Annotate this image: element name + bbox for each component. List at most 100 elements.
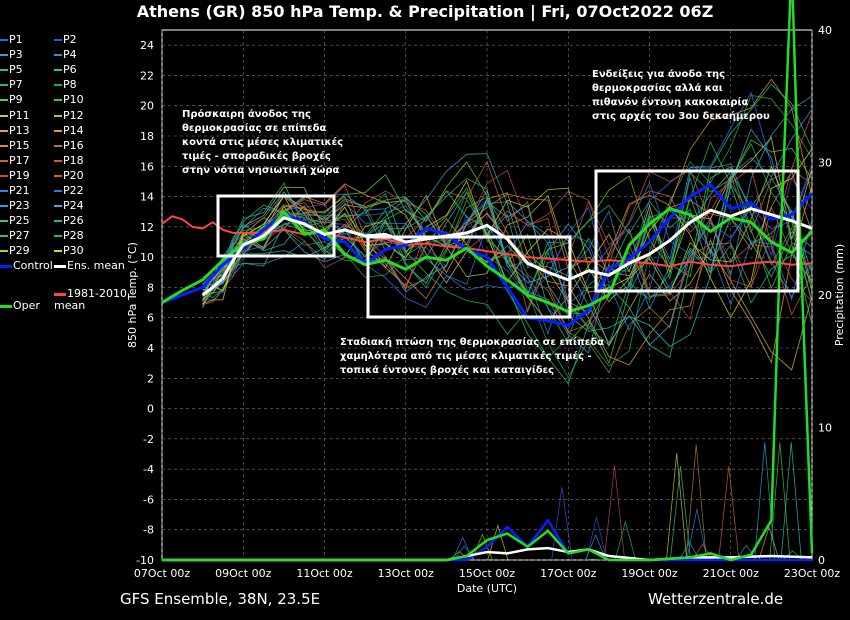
legend-item-p30: P30	[54, 245, 84, 257]
legend-label: P21	[9, 184, 30, 197]
member-precip	[666, 452, 688, 561]
legend-item-p22: P22	[54, 185, 84, 197]
member-precip	[780, 442, 802, 561]
x-tick-label: 23Oct 00z	[784, 567, 841, 580]
legend-item-p16: P16	[54, 139, 84, 152]
y-axis-label: 850 hPa Temp. (°C)	[126, 242, 139, 348]
legend-label: P23	[9, 199, 30, 213]
member-precip	[487, 524, 509, 561]
legend-swatch	[0, 99, 8, 102]
legend-label: P8	[63, 78, 77, 92]
y-tick-label: 24	[140, 39, 154, 52]
legend-label: Oper	[13, 299, 40, 312]
legend-item-p25: P25	[0, 215, 30, 227]
legend-item-p1: P1	[0, 34, 23, 46]
legend-label: P18	[63, 153, 84, 167]
y2-tick-label: 40	[818, 24, 832, 37]
x-tick-label: 11Oct 00z	[296, 567, 353, 580]
member-precip	[669, 466, 692, 561]
legend-item-p9: P9	[0, 94, 23, 106]
y2-tick-label: 30	[818, 157, 832, 170]
member-precip	[603, 465, 626, 561]
legend-item-ens-mean: Ens. mean	[54, 260, 125, 272]
member-line	[202, 78, 813, 314]
y2-tick-label: 10	[818, 422, 832, 435]
y-tick-label: -6	[143, 493, 154, 506]
legend-label: P1	[9, 33, 23, 46]
y-tick-label: 22	[140, 69, 154, 82]
legend-swatch	[0, 220, 8, 223]
legend-item-p26: P26	[54, 215, 84, 227]
legend-label: 1981-2010 mean	[54, 287, 127, 312]
y2-axis-label: Precipitation (mm)	[833, 244, 846, 346]
control-line	[161, 182, 814, 327]
legend-item-p14: P14	[54, 124, 84, 137]
legend-item-p8: P8	[54, 79, 77, 91]
legend-swatch	[54, 99, 62, 102]
legend-item-p7: P7	[0, 79, 23, 91]
legend-item-p13: P13	[0, 124, 30, 137]
member-precip	[758, 525, 780, 561]
y-tick-label: 8	[147, 281, 154, 294]
y-tick-label: 6	[147, 312, 154, 325]
legend-swatch	[54, 264, 66, 268]
legend-item-p6: P6	[54, 64, 77, 76]
legend-item-p2: P2	[54, 34, 77, 46]
legend-item-p15: P15	[0, 139, 30, 152]
legend-swatch	[0, 84, 8, 87]
legend-swatch	[0, 114, 8, 117]
legend-swatch	[54, 205, 62, 208]
member-line	[202, 142, 813, 346]
legend-item-p24: P24	[54, 200, 84, 212]
legend-label: P5	[9, 63, 23, 77]
legend-label: P11	[9, 108, 30, 122]
y-tick-label: 4	[147, 342, 154, 355]
legend-label: Control	[13, 259, 53, 272]
legend-item-p18: P18	[54, 153, 84, 167]
legend-item-oper: Oper	[0, 300, 40, 312]
highlight-box	[594, 169, 800, 293]
legend-swatch	[0, 264, 12, 268]
y2-tick-label: 20	[818, 289, 832, 302]
legend-swatch	[0, 39, 8, 41]
member-precip	[678, 540, 700, 561]
legend-item-p12: P12	[54, 109, 84, 122]
legend-item-clim-mean: 1981-2010 mean	[54, 288, 134, 312]
y-tick-label: 2	[147, 372, 154, 385]
legend-label: P2	[63, 33, 77, 46]
source-credit[interactable]: Wetterzentrale.de	[648, 590, 784, 608]
legend-label: P29	[9, 244, 30, 258]
y-tick-label: -4	[143, 463, 154, 476]
legend-item-p5: P5	[0, 64, 23, 76]
member-precip	[551, 487, 573, 561]
member-precip	[585, 533, 607, 561]
member-precip	[614, 520, 636, 561]
x-tick-label: 19Oct 00z	[621, 567, 678, 580]
legend-item-p28: P28	[54, 230, 84, 242]
climate-mean-line	[161, 215, 813, 268]
legend-item-p21: P21	[0, 185, 30, 197]
legend-label: P27	[9, 229, 30, 243]
y-tick-label: 14	[140, 191, 154, 204]
y-tick-label: 0	[147, 403, 154, 416]
y-tick-label: 10	[140, 251, 154, 264]
legend-label: P25	[9, 214, 30, 228]
legend-swatch	[54, 54, 62, 57]
legend-swatch	[54, 190, 62, 192]
legend-item-control: Control	[0, 260, 53, 272]
legend-swatch	[0, 250, 8, 253]
member-line	[202, 163, 813, 336]
legend-item-p17: P17	[0, 154, 30, 167]
x-tick-label: 21Oct 00z	[703, 567, 760, 580]
member-line	[202, 83, 813, 385]
legend-swatch	[0, 190, 8, 192]
member-precip	[585, 516, 608, 561]
legend-item-p11: P11	[0, 108, 30, 122]
legend-swatch	[0, 129, 8, 132]
legend-swatch	[54, 292, 66, 296]
legend-swatch	[0, 144, 8, 147]
member-precip	[718, 465, 740, 561]
x-tick-label: 09Oct 00z	[215, 567, 272, 580]
y2-tick-label: 0	[818, 554, 825, 567]
